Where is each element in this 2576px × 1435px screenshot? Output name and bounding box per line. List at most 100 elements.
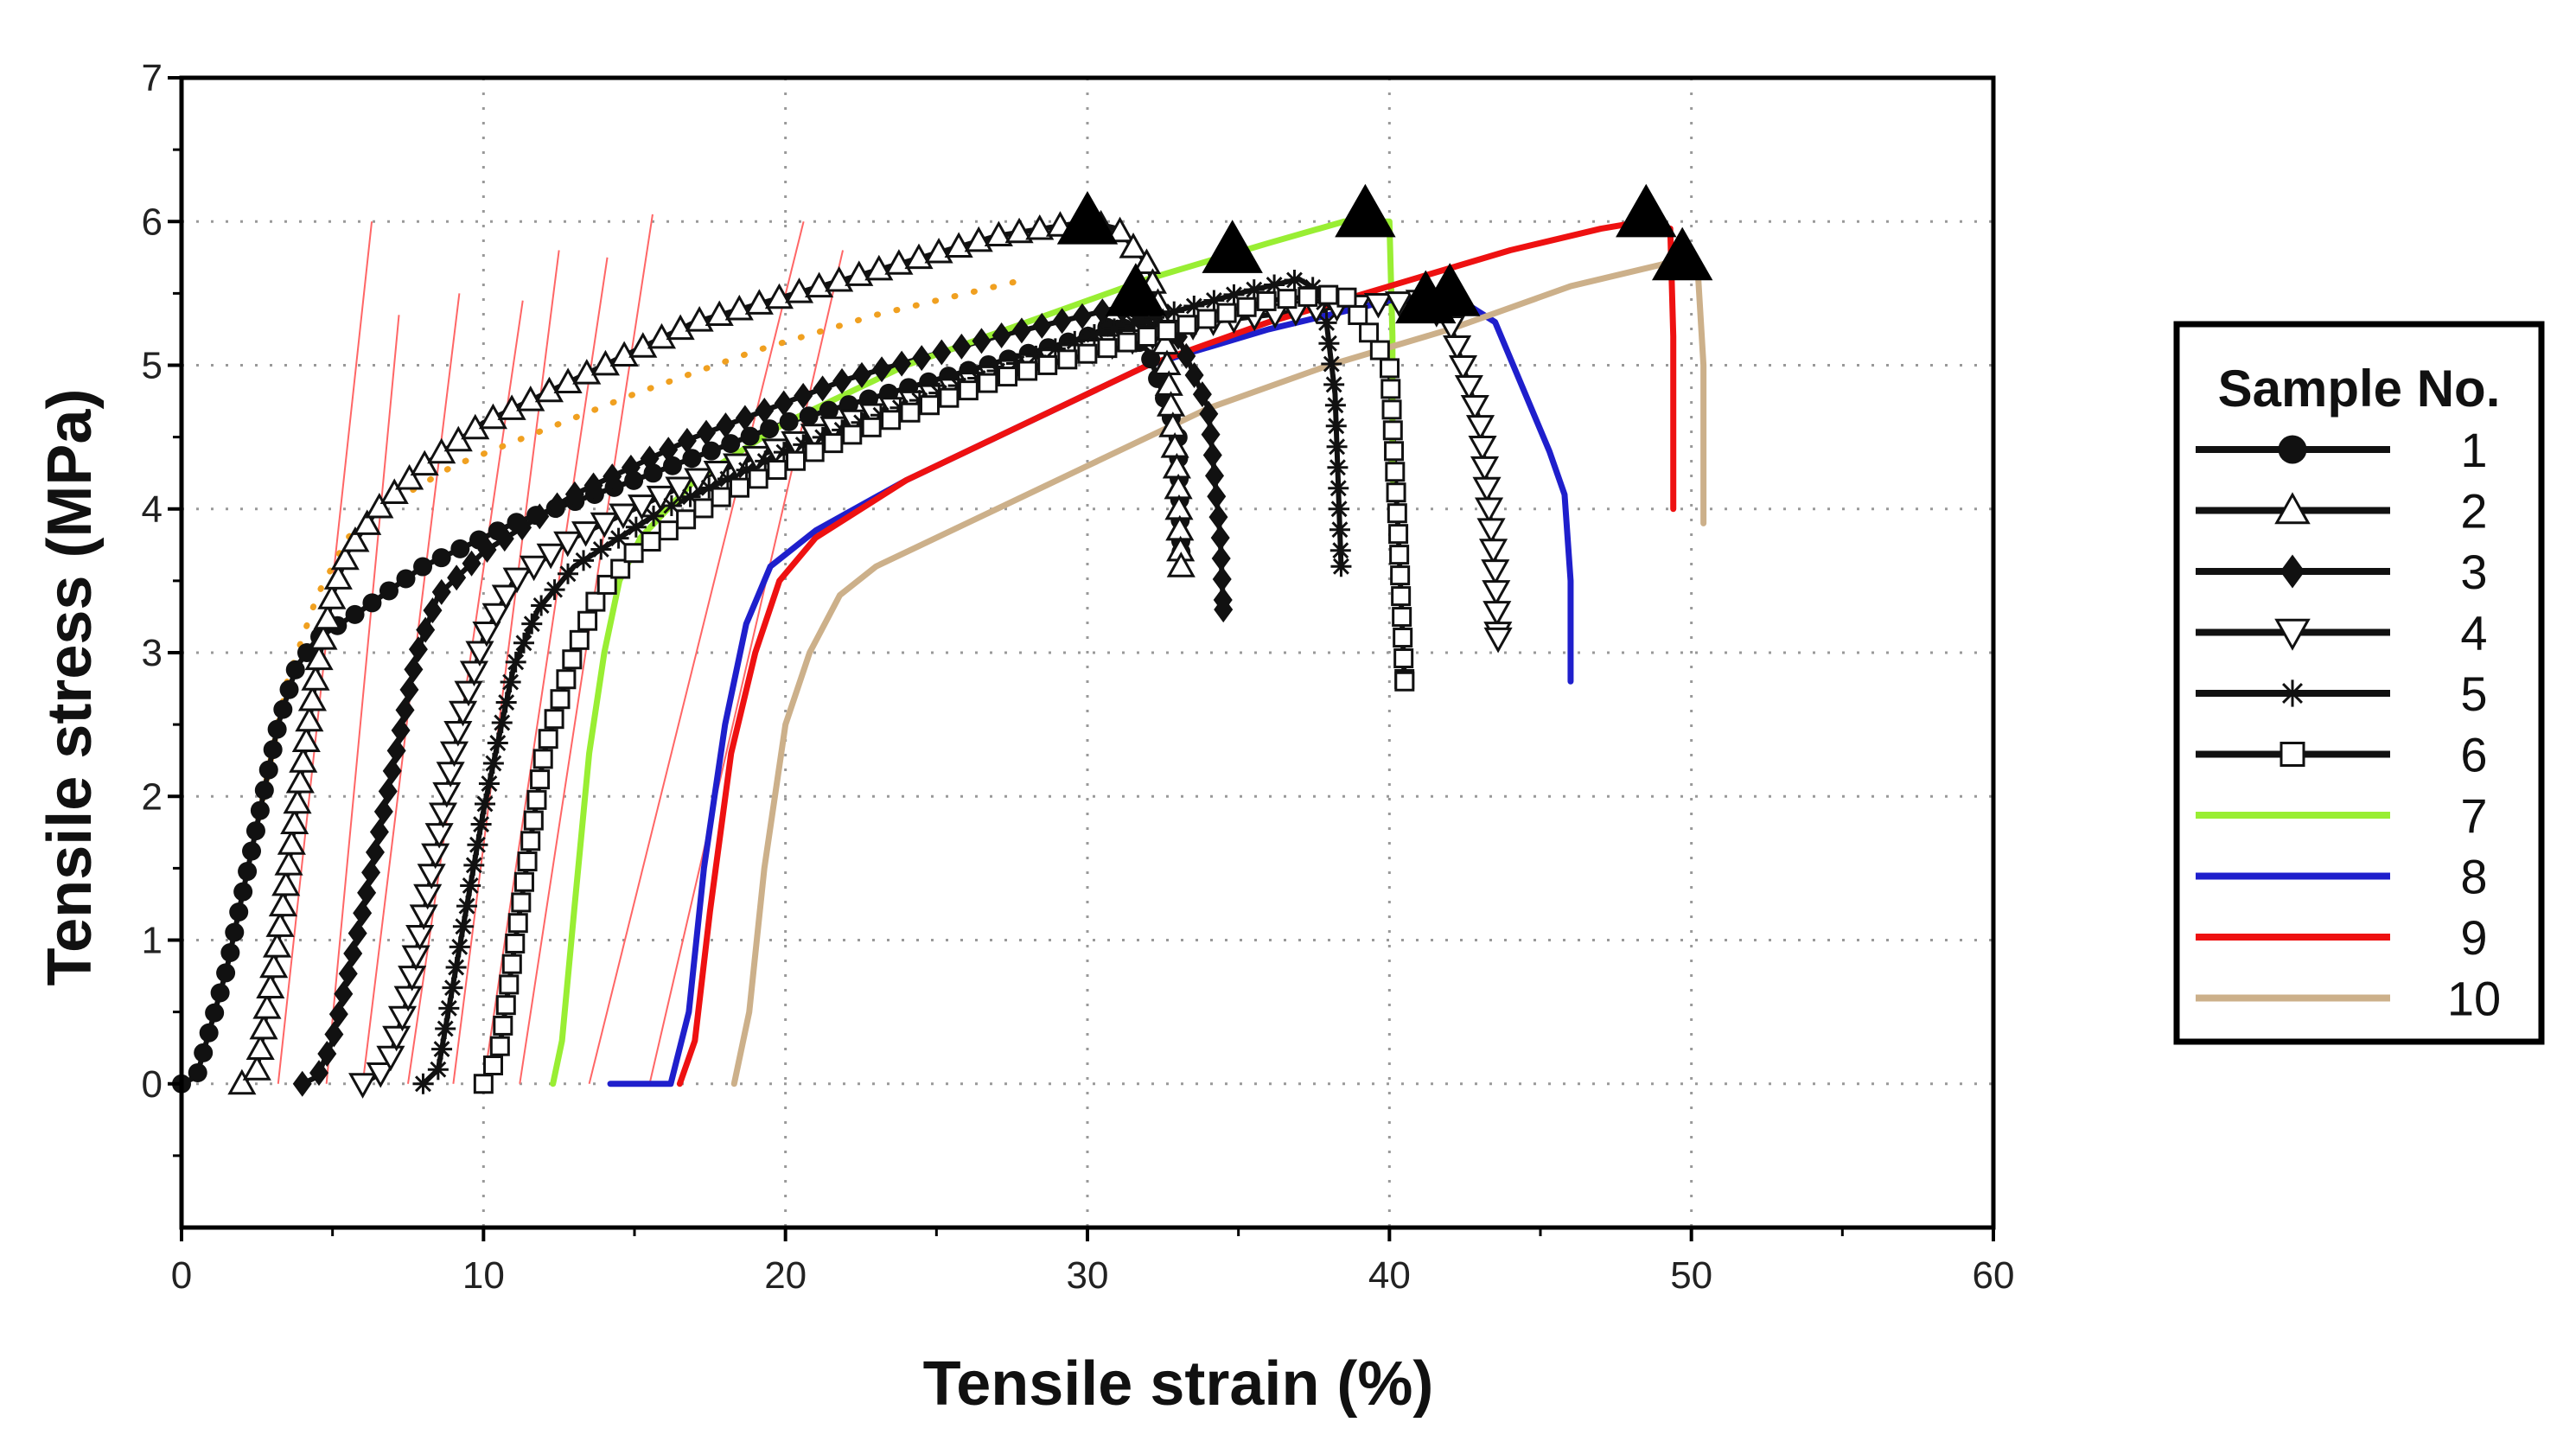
series-3-point [1011,317,1031,344]
series-4-point [439,741,469,768]
series-2-point [572,359,602,385]
series-3-point [416,616,436,643]
series-6-point [1336,287,1357,308]
series-6-point [1348,304,1368,325]
series-5-point [967,367,989,389]
series-4-point [703,460,732,487]
series-2-point [249,1013,278,1040]
series-6-point [538,729,558,749]
series-6-point [1384,441,1405,462]
series-6-point [881,410,902,430]
series-1-point [285,660,305,679]
failure-marker [1616,183,1677,238]
series-3-point [1192,381,1212,408]
series-3-point [697,419,717,446]
series-1-point [379,581,399,601]
series-1-point [199,1023,219,1043]
series-6-point [523,810,544,831]
series-5-point [870,405,891,426]
series-6-point [730,477,750,498]
series-3-point [1201,421,1221,448]
series-3-point [324,1021,344,1048]
series-6-point [1137,326,1157,347]
series-4-point [459,660,489,687]
series-3-point [932,339,952,366]
legend-box [2173,321,2545,1045]
series-4-point [348,1073,378,1099]
series-5-point [442,977,463,998]
x-tick-label: 60 [1973,1254,2015,1297]
series-4-point [1482,580,1511,606]
series-1-point [431,548,451,568]
series-3-point [659,437,679,463]
y-axis-title: Tensile stress (MPa) [35,389,105,986]
series-2-point [323,564,353,590]
series-1-point [188,1062,207,1082]
series-5-point [456,896,478,917]
legend-swatch-marker [2279,679,2306,707]
legend-label: 8 [2460,850,2487,904]
legend-label: 4 [2460,606,2487,660]
series-5-point [1327,456,1349,478]
x-tick-label: 30 [1067,1254,1109,1297]
series-1-point [238,862,258,882]
y-tick-label: 0 [142,1063,163,1106]
series-6-point [544,709,564,730]
series-1-point [450,539,470,558]
series-4-point [448,700,478,727]
series-1-point [216,963,236,983]
series-3-point [1199,400,1219,427]
legend-swatch-marker [2274,618,2311,651]
series-6-point [693,498,714,519]
series-2-point [964,226,993,252]
series-2-point [805,271,834,298]
series-3-point [369,819,389,845]
series-6-point [1393,628,1413,648]
series-2-point [1166,552,1196,577]
series-6-point [1388,524,1409,545]
y-tick-label: 3 [142,632,163,674]
series-4-point [424,823,454,849]
series-4-point [405,924,435,951]
series-3-point [348,920,367,947]
series-2-point [764,283,794,309]
series-5-point [1321,354,1342,375]
series-4-point [1472,476,1502,503]
series-3-point [404,656,424,683]
series-3-point [477,536,497,563]
series-6-point [1391,586,1412,607]
series-3-point [564,481,584,507]
series-1-point [838,395,858,415]
series-6-point [658,520,679,541]
series-6-point [610,558,631,579]
series-6-point [623,543,644,564]
series-6-point [1117,332,1138,353]
series-1-point [194,1043,214,1062]
series-5-point [625,516,647,538]
series-5-point [928,382,950,404]
series-3-point [317,1041,337,1068]
legend-item-6: 6 [2196,728,2488,782]
legend-label: 2 [2460,484,2487,539]
series-3-point [621,454,641,481]
series-1-point [225,922,245,942]
series-1-point [413,557,433,577]
series-2-point [1025,214,1055,240]
series-4-point [428,802,458,829]
y-tick-label: 2 [142,775,163,818]
series-5-point [947,375,969,397]
series-2-point [534,376,564,403]
series-4-point [1478,539,1508,564]
series-4-point [421,843,450,870]
series-3-point [391,717,411,743]
series-3-point [365,839,385,865]
legend-swatch-marker [2280,742,2305,767]
series-3-point [1214,596,1234,623]
series-6-point [493,1015,513,1036]
series-2-point [904,243,934,270]
series-4-point [1384,291,1413,317]
series-3-point [373,798,393,825]
series-6-point [748,469,768,489]
series-4-point [366,1062,395,1088]
